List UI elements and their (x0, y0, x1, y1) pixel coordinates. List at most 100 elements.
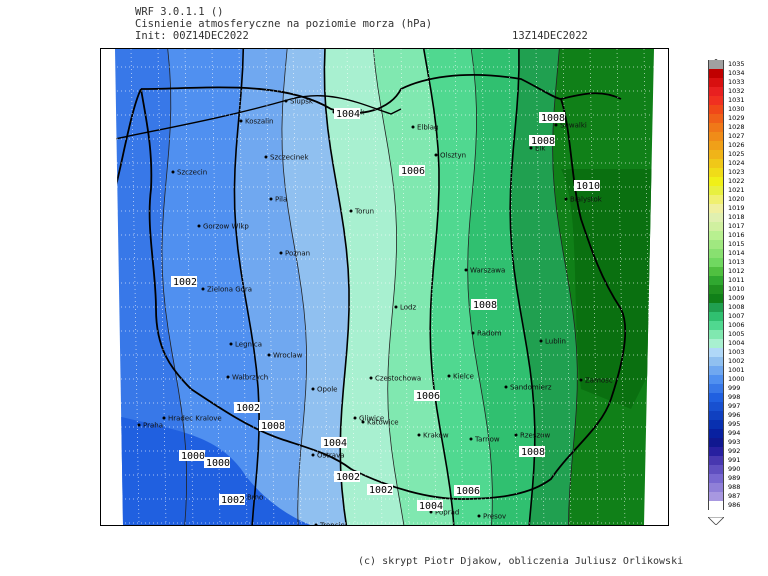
grid-meridian (184, 49, 194, 525)
pressure-map: SlupskGdanskKoszalinElblagSuwalkiOlsztyn… (100, 48, 669, 526)
city-dot (226, 375, 230, 379)
legend-entry: 1011 (708, 276, 760, 285)
city-marker: Gorzow Wlkp (197, 223, 249, 231)
legend-swatch (708, 447, 724, 456)
country-border (140, 88, 192, 390)
isobar-label: 1004 (334, 108, 360, 120)
legend-label: 1032 (728, 87, 745, 95)
city-marker: Koszalin (239, 118, 273, 126)
legend-entry: 1002 (708, 357, 760, 366)
city-dot (269, 197, 273, 201)
city-dot (539, 339, 543, 343)
isobar-label: 1002 (367, 484, 393, 496)
legend-entry: 989 (708, 474, 760, 483)
city-label: Tarnow (474, 436, 500, 444)
legend-swatch (708, 105, 724, 114)
city-marker: Legnica (229, 341, 262, 349)
city-dot (579, 378, 583, 382)
legend-swatch (708, 204, 724, 213)
grid-meridian (346, 49, 356, 525)
city-label: Suwalki (560, 122, 587, 130)
isobar-value: 1002 (221, 495, 245, 506)
legend-entry: 1029 (708, 114, 760, 123)
isobar-value: 1002 (336, 472, 360, 483)
legend-entry: 1009 (708, 294, 760, 303)
city-dot (514, 433, 518, 437)
legend-label: 1009 (728, 294, 745, 302)
city-marker: Opole (311, 386, 338, 394)
city-dot (394, 305, 398, 309)
city-marker: Lodz (394, 304, 417, 312)
legend-label: 1001 (728, 366, 745, 374)
legend-swatch (708, 357, 724, 366)
legend-swatch (708, 312, 724, 321)
city-dot (361, 420, 365, 424)
city-label: Presov (483, 513, 506, 521)
legend-swatch (708, 474, 724, 483)
city-marker: Presov (477, 513, 506, 521)
legend-entry: 1026 (708, 141, 760, 150)
city-label: Poprad (435, 509, 459, 517)
legend-swatch (708, 231, 724, 240)
legend-label: 1034 (728, 69, 745, 77)
isobar-line (233, 49, 260, 525)
legend-swatch (708, 141, 724, 150)
isobar-value: 1008 (521, 447, 545, 458)
grid-meridian (616, 49, 626, 525)
pressure-band (324, 49, 405, 525)
legend-swatch (708, 348, 724, 357)
legend-swatch (708, 78, 724, 87)
city-dot (264, 155, 268, 159)
legend-entry: 1032 (708, 87, 760, 96)
isobar-label: 1008 (529, 135, 555, 147)
city-marker: Torun (349, 208, 374, 216)
isobar-line (372, 49, 405, 525)
legend-swatch (708, 87, 724, 96)
legend-label: 1010 (728, 285, 745, 293)
city-dot (349, 209, 353, 213)
city-dot (201, 287, 205, 291)
legend-swatch (708, 114, 724, 123)
pressure-band (423, 49, 493, 525)
pressure-band (561, 169, 654, 409)
city-label: Legnica (235, 341, 262, 349)
legend-entry: 1027 (708, 132, 760, 141)
city-label: Torun (354, 208, 374, 216)
legend-label: 1019 (728, 204, 745, 212)
city-label: Opole (317, 386, 338, 394)
city-label: Szczecin (177, 169, 207, 177)
isobar-label: 1000 (179, 450, 205, 462)
pressure-band (234, 49, 307, 525)
city-marker: Katowice (361, 419, 399, 427)
city-label: Katowice (367, 419, 399, 427)
legend-entry: 1005 (708, 330, 760, 339)
city-marker: Hradec Kralove (162, 415, 222, 423)
legend-entry: 995 (708, 420, 760, 429)
city-dot (162, 416, 166, 420)
city-dot (464, 268, 468, 272)
city-marker: Ostrava (311, 452, 345, 460)
legend-swatch (708, 294, 724, 303)
legend-label: 995 (728, 420, 741, 428)
city-marker: Warszawa (464, 267, 505, 275)
legend-bottom-arrow (707, 516, 725, 526)
legend-entry: 1023 (708, 168, 760, 177)
legend-swatch (708, 60, 724, 69)
legend-label: 1021 (728, 186, 745, 194)
legend-swatch (708, 96, 724, 105)
grid-meridian (454, 49, 464, 525)
legend-label: 999 (728, 384, 741, 392)
legend-entry: 998 (708, 393, 760, 402)
city-marker: Zielona Gora (201, 286, 252, 294)
isobar-line (467, 49, 493, 525)
isobar-value: 1004 (323, 438, 347, 449)
legend-label: 1017 (728, 222, 745, 230)
legend-swatch (708, 465, 724, 474)
legend-swatch (708, 240, 724, 249)
legend-label: 990 (728, 465, 741, 473)
legend-label: 1020 (728, 195, 745, 203)
isobar-label: 1006 (399, 165, 425, 177)
legend-entry: 987 (708, 492, 760, 501)
legend-label: 1002 (728, 357, 745, 365)
legend-swatch (708, 375, 724, 384)
